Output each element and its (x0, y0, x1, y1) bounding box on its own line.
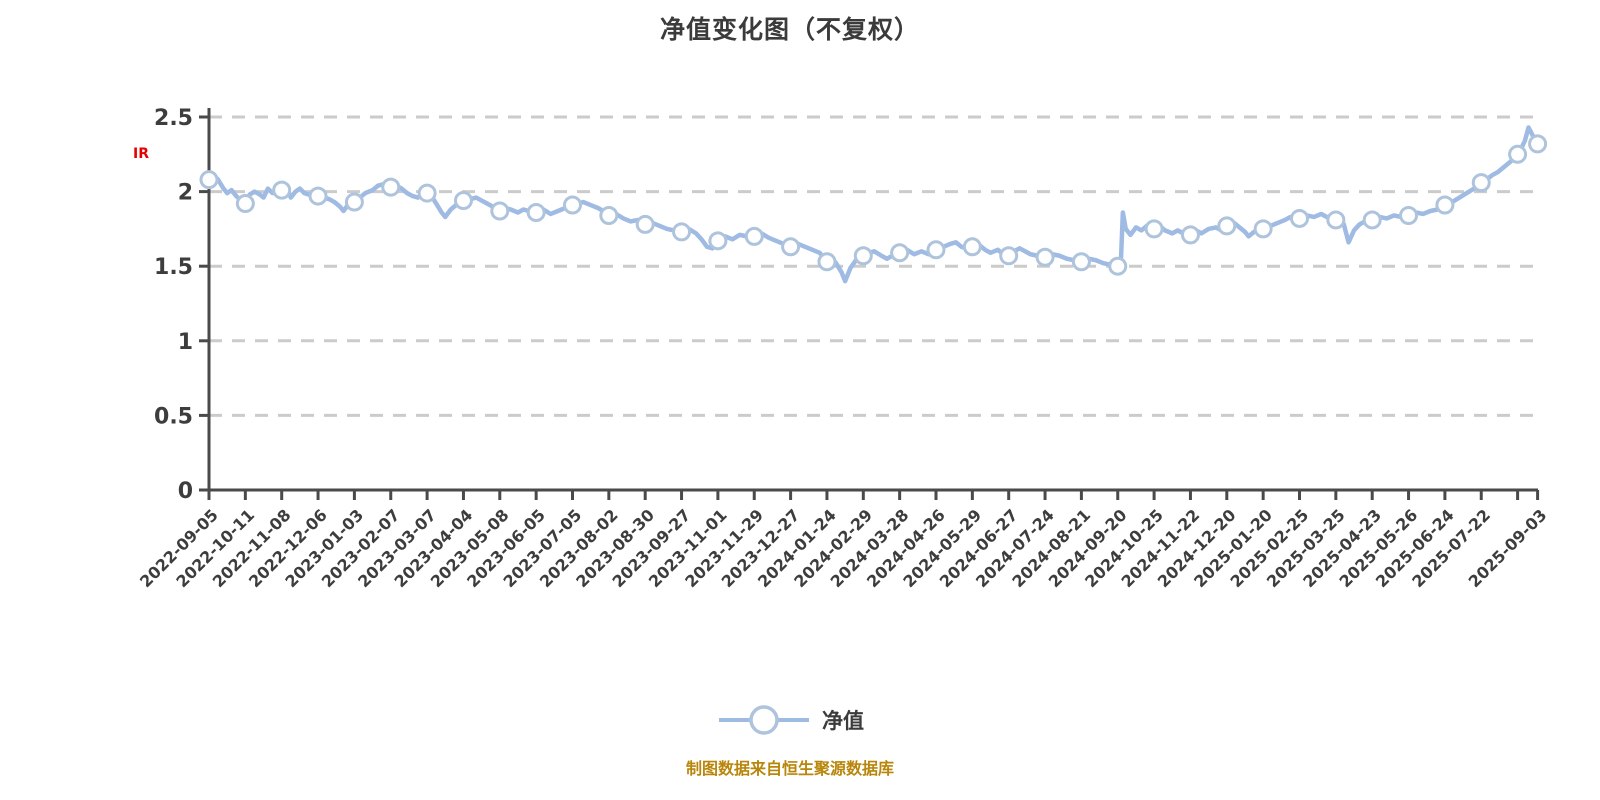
data-point-marker (1180, 225, 1200, 245)
y-tick-label: 1 (178, 330, 193, 355)
data-point-marker (635, 214, 655, 234)
legend-marker-circle (749, 705, 779, 735)
y-tick-label: 2.5 (154, 106, 193, 131)
data-point-marker (490, 201, 510, 221)
data-point-marker (890, 243, 910, 263)
data-point-marker (599, 205, 619, 225)
data-point-marker (1435, 195, 1455, 215)
data-point-marker (1508, 144, 1528, 164)
data-point-marker (962, 237, 982, 257)
data-point-marker (1471, 173, 1491, 193)
data-point-marker (1362, 210, 1382, 230)
data-point-marker (999, 246, 1019, 266)
y-tick-label: 1.5 (154, 255, 193, 280)
data-point-marker (1528, 134, 1548, 154)
data-point-marker (417, 183, 437, 203)
legend: 净值 (0, 703, 1580, 737)
data-point-marker (381, 177, 401, 197)
data-point-marker (744, 226, 764, 246)
data-point-marker (926, 240, 946, 260)
data-point-marker (672, 222, 692, 242)
data-point-marker (453, 191, 473, 211)
y-tick-label: 0.5 (154, 404, 193, 429)
data-point-marker (1399, 205, 1419, 225)
data-point-marker (344, 192, 364, 212)
y-tick-label: 0 (178, 479, 193, 504)
legend-series-label: 净值 (822, 709, 864, 733)
legend-line-marker-icon (719, 705, 809, 735)
data-point-marker (563, 195, 582, 215)
data-point-marker (781, 237, 801, 257)
data-point-marker (1035, 247, 1055, 267)
y-tick-label: 2 (178, 181, 193, 206)
data-point-marker (272, 180, 292, 200)
data-point-marker (708, 231, 728, 251)
data-point-marker (817, 252, 837, 272)
data-point-marker (1071, 252, 1091, 272)
data-point-marker (853, 246, 873, 266)
data-point-marker (1144, 219, 1164, 239)
data-point-marker (308, 186, 328, 206)
data-point-marker (526, 202, 546, 222)
data-point-marker (1326, 210, 1346, 230)
data-point-marker (1290, 208, 1309, 228)
page-title: 净值变化图（不复权） (659, 15, 920, 44)
data-point-marker (1253, 219, 1273, 239)
data-source-note: 制图数据来自恒生聚源数据库 (685, 759, 894, 778)
data-point-marker (235, 194, 255, 214)
y-axis-unit-label: IR (133, 146, 149, 162)
data-point-marker (1217, 216, 1237, 236)
data-point-marker (199, 170, 219, 190)
net-value-line (206, 125, 1540, 284)
data-point-marker (1108, 256, 1128, 276)
